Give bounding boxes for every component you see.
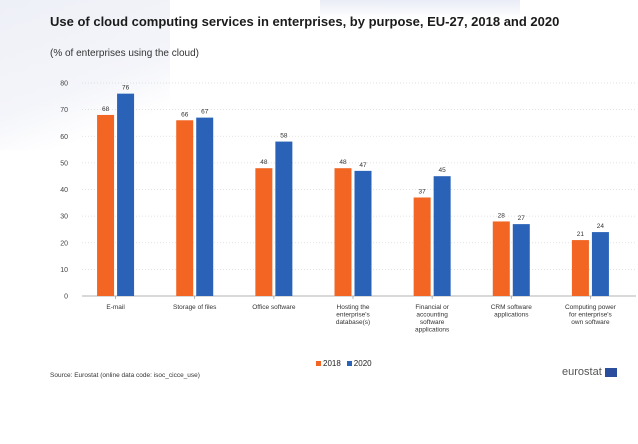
bar-2020-1	[196, 117, 214, 296]
legend-item-2018: 2018	[316, 359, 341, 368]
legend-item-2020: 2020	[346, 359, 372, 368]
data-label: 48	[260, 159, 268, 166]
x-tick-label: applications	[494, 312, 529, 319]
data-label: 37	[419, 188, 427, 195]
x-tick-label: Financial or	[415, 304, 449, 311]
y-tick-label: 70	[60, 107, 68, 114]
x-tick-label: enterprise's	[336, 312, 370, 319]
bar-2018-2	[255, 168, 273, 296]
y-tick-label: 40	[60, 187, 68, 194]
x-tick-label: CRM software	[491, 304, 533, 311]
legend-label-2020: 2020	[353, 359, 372, 368]
logo-block-icon	[604, 367, 617, 377]
chart-title: Use of cloud computing services in enter…	[50, 14, 560, 29]
watermark-background	[0, 0, 170, 150]
legend-swatch-2018	[316, 361, 321, 366]
data-label: 67	[201, 109, 209, 116]
logo-text: eurostat	[562, 366, 602, 378]
data-label: 48	[339, 159, 347, 166]
y-tick-label: 30	[60, 214, 68, 221]
y-tick-label: 10	[60, 267, 68, 274]
bar-2020-5	[512, 224, 530, 296]
eurostat-logo: eurostat	[562, 366, 617, 378]
x-tick-label: for enterprise's	[569, 312, 613, 319]
x-tick-label: Office software	[252, 304, 296, 311]
bar-2020-6	[591, 232, 609, 296]
x-tick-label: applications	[415, 327, 450, 334]
bar-2020-3	[354, 170, 372, 296]
bar-2018-4	[413, 197, 431, 296]
x-tick-label: database(s)	[336, 319, 370, 326]
bar-2020-0	[117, 93, 135, 297]
data-label: 24	[597, 223, 605, 230]
data-label: 21	[577, 231, 585, 238]
chart-subtitle: (% of enterprises using the cloud)	[50, 48, 199, 59]
bar-2018-6	[571, 240, 589, 296]
x-tick-label: Computing power	[565, 304, 617, 311]
bar-2018-1	[176, 120, 194, 297]
data-label: 66	[181, 111, 189, 118]
y-tick-label: 50	[60, 160, 68, 167]
x-tick-label: E-mail	[106, 304, 125, 311]
legend: 2018 2020	[316, 359, 372, 368]
data-label: 45	[439, 167, 447, 174]
legend-swatch-2020	[346, 361, 352, 366]
data-label: 28	[498, 212, 506, 219]
bar-2018-0	[97, 114, 115, 296]
data-label: 58	[280, 133, 288, 140]
bar-2020-2	[275, 141, 293, 296]
legend-label-2018: 2018	[323, 359, 341, 368]
x-tick-label: Storage of files	[173, 304, 217, 311]
bar-2020-4	[433, 176, 451, 296]
bar-2018-5	[492, 221, 510, 296]
data-label: 76	[122, 85, 130, 92]
x-tick-label: own software	[571, 319, 610, 326]
source-note: Source: Eurostat (online data code: isoc…	[50, 372, 200, 379]
bar-2018-3	[334, 168, 352, 296]
y-tick-label: 60	[60, 134, 68, 141]
watermark-background-top	[320, 0, 520, 18]
y-tick-label: 80	[60, 81, 68, 88]
data-label: 68	[102, 106, 110, 113]
data-label: 27	[518, 215, 526, 222]
x-tick-label: software	[420, 319, 445, 326]
data-label: 47	[359, 162, 367, 169]
y-tick-label: 20	[60, 240, 68, 247]
x-tick-label: accounting	[416, 312, 448, 319]
x-tick-label: Hosting the	[337, 304, 370, 311]
y-tick-label: 0	[64, 294, 68, 301]
